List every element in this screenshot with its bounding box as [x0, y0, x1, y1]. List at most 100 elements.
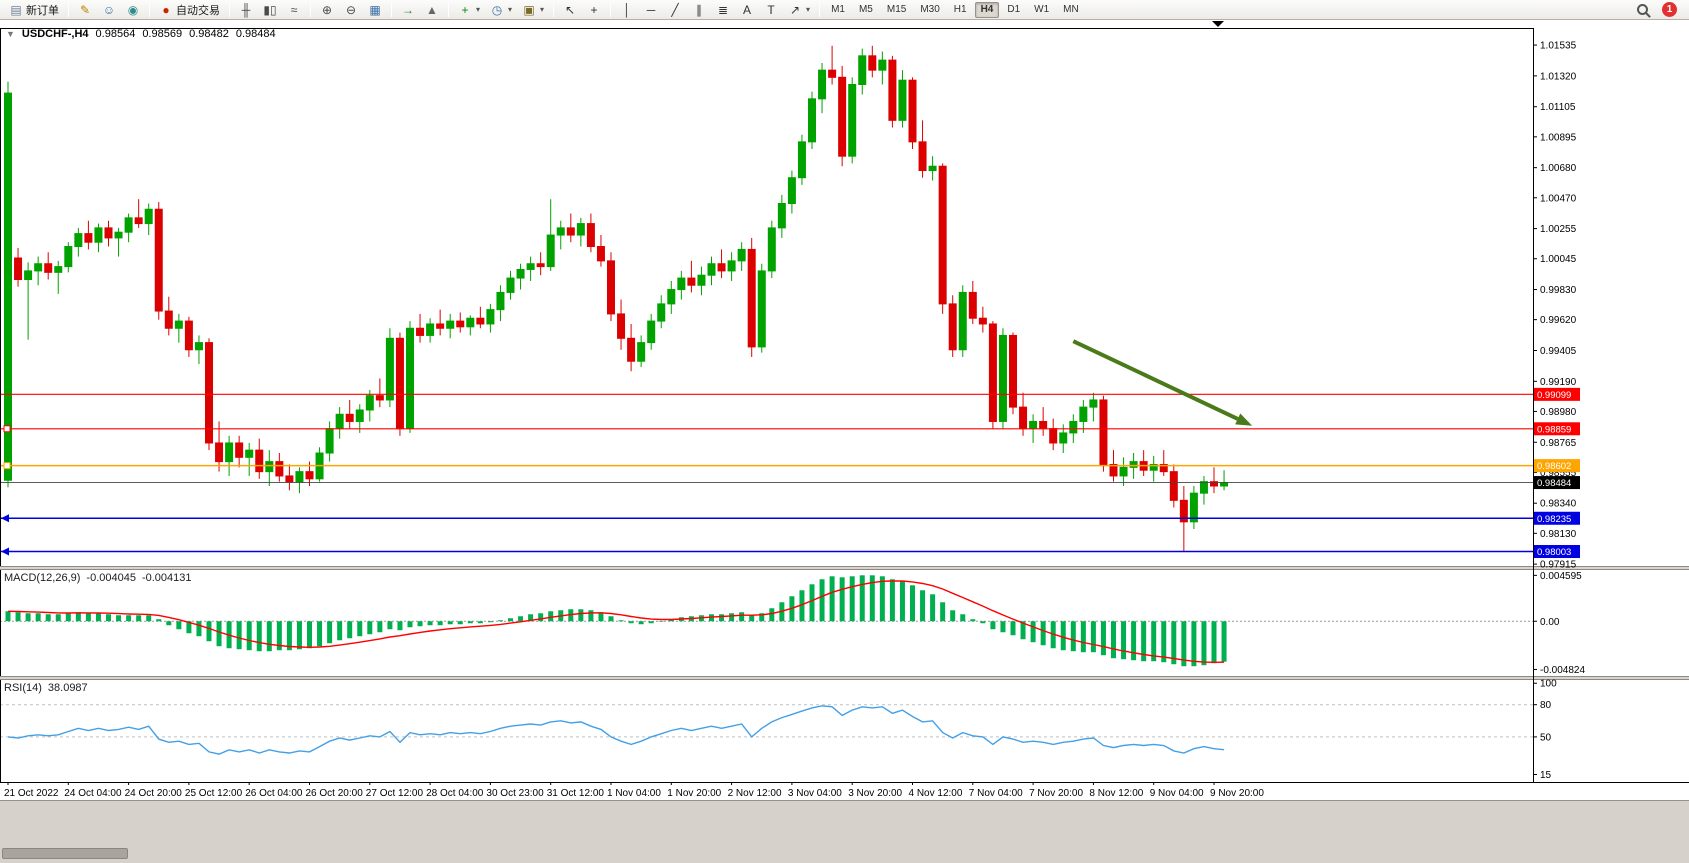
- arrows-icon[interactable]: ↗ ▾: [783, 1, 815, 19]
- timeframe-button-mn[interactable]: MN: [1063, 4, 1079, 15]
- svg-text:0.97915: 0.97915: [1540, 560, 1577, 571]
- chart-shift-icon[interactable]: ▲: [420, 1, 444, 19]
- bar-chart-icon[interactable]: ╫: [234, 1, 258, 19]
- svg-text:30 Oct 23:00: 30 Oct 23:00: [486, 788, 544, 799]
- svg-text:26 Oct 04:00: 26 Oct 04:00: [245, 788, 303, 799]
- zoom-in-icon[interactable]: ⊕: [315, 1, 339, 19]
- dropdown-caret-icon: ▾: [806, 5, 811, 14]
- macd-signal-value: -0.004131: [141, 572, 192, 584]
- autotrading-button[interactable]: ● 自动交易: [154, 1, 225, 19]
- notification-badge[interactable]: 1: [1662, 2, 1677, 17]
- macd-indicator-label: MACD(12,26,9) -0.004045 -0.004131: [4, 572, 192, 584]
- ohlc-low: 0.98482: [189, 28, 229, 40]
- horizontal-line-icon[interactable]: ─: [639, 1, 663, 19]
- timeframe-button-m1[interactable]: M1: [831, 4, 845, 15]
- svg-text:9 Nov 04:00: 9 Nov 04:00: [1150, 788, 1204, 799]
- timeframe-button-h1[interactable]: H1: [953, 4, 967, 15]
- time-axis[interactable]: 21 Oct 2022 24 Oct 04:00 24 Oct 20:00 25 Oc…: [4, 782, 1264, 799]
- toolbar-separator: [553, 2, 555, 17]
- metaeditor-icon[interactable]: ✎: [73, 1, 97, 19]
- svg-text:3 Nov 04:00: 3 Nov 04:00: [788, 788, 842, 799]
- candlestick-chart-icon[interactable]: ▮▯: [258, 1, 282, 19]
- cursor-icon[interactable]: ↖: [558, 1, 582, 19]
- svg-text:0.98980: 0.98980: [1540, 407, 1577, 418]
- svg-text:1.00255: 1.00255: [1540, 224, 1577, 235]
- toolbar-separator: [68, 2, 69, 17]
- toolbar-separator: [229, 2, 230, 17]
- new-order-button[interactable]: ▤ 新订单: [4, 1, 64, 19]
- channel-icon: ∥: [696, 2, 703, 17]
- toolbar-right-group: 1: [1637, 2, 1677, 17]
- vertical-line-icon[interactable]: │: [615, 1, 639, 19]
- label-icon[interactable]: T: [759, 1, 783, 19]
- templates-icon[interactable]: ▣ ▾: [517, 1, 549, 19]
- horizontal-scrollbar[interactable]: [2, 848, 128, 859]
- line-marker-0.98235[interactable]: [1, 514, 9, 523]
- svg-text:0.99830: 0.99830: [1540, 285, 1577, 296]
- price-axis[interactable]: 1.01535 1.01320 1.01105 1.00895 1.00680 1.004…: [1533, 41, 1585, 781]
- tile-windows-icon[interactable]: ▦: [363, 1, 387, 19]
- price-tag-0.98859: [1534, 422, 1580, 436]
- svg-text:26 Oct 20:00: 26 Oct 20:00: [306, 788, 364, 799]
- svg-text:0.99620: 0.99620: [1540, 315, 1577, 326]
- toolbar-separator: [149, 2, 150, 17]
- svg-text:1.00470: 1.00470: [1540, 193, 1577, 204]
- svg-text:28 Oct 04:00: 28 Oct 04:00: [426, 788, 484, 799]
- search-icon[interactable]: [1637, 4, 1648, 15]
- svg-text:0.98340: 0.98340: [1540, 499, 1577, 510]
- svg-text:24 Oct 20:00: 24 Oct 20:00: [125, 788, 183, 799]
- svg-text:50: 50: [1540, 732, 1552, 743]
- svg-text:0.98765: 0.98765: [1540, 438, 1577, 449]
- svg-text:0.99099: 0.99099: [1537, 390, 1571, 401]
- timeframe-button-d1[interactable]: D1: [1007, 4, 1021, 15]
- svg-text:1.01535: 1.01535: [1540, 41, 1577, 52]
- line-handle-0.98859[interactable]: [3, 425, 11, 433]
- svg-text:1.00895: 1.00895: [1540, 132, 1577, 143]
- one-click-trading-toggle[interactable]: ▼: [6, 29, 15, 39]
- timeframe-button-m15[interactable]: M15: [886, 4, 907, 15]
- timeframe-button-m30[interactable]: M30: [920, 4, 940, 15]
- indicators-icon[interactable]: + ▾: [453, 1, 485, 19]
- timeframe-button-h4[interactable]: H4: [974, 1, 1000, 18]
- community-icon[interactable]: ◉: [121, 1, 145, 19]
- toolbar-separator: [819, 2, 821, 17]
- profile-icon[interactable]: ☺: [97, 1, 121, 19]
- text-icon[interactable]: A: [735, 1, 759, 19]
- zoom-out-icon[interactable]: ⊖: [339, 1, 363, 19]
- svg-text:9 Nov 20:00: 9 Nov 20:00: [1210, 788, 1264, 799]
- rsi-value: 38.0987: [47, 682, 88, 694]
- tile-windows-icon: ▦: [369, 2, 381, 17]
- rsi-indicator-label: RSI(14) 38.0987: [4, 682, 88, 694]
- toolbar-separator: [610, 2, 612, 17]
- chart-canvas[interactable]: 1.01535 1.01320 1.01105 1.00895 1.00680 1.004…: [0, 20, 1689, 800]
- downtrend-arrow-annotation[interactable]: [1072, 339, 1253, 426]
- line-handle-0.98602[interactable]: [3, 462, 11, 470]
- svg-text:8 Nov 12:00: 8 Nov 12:00: [1089, 788, 1143, 799]
- auto-scroll-icon[interactable]: →: [396, 1, 420, 19]
- dropdown-caret-icon: ▾: [476, 5, 481, 14]
- status-area: [0, 800, 1689, 863]
- svg-text:-0.004824: -0.004824: [1540, 665, 1585, 676]
- chart-shift-marker[interactable]: [1212, 21, 1224, 27]
- channel-icon[interactable]: ∥: [687, 1, 711, 19]
- text-icon: A: [743, 2, 752, 17]
- fibonacci-icon[interactable]: ≣: [711, 1, 735, 19]
- line-marker-0.98003[interactable]: [1, 547, 9, 556]
- svg-text:0.98602: 0.98602: [1537, 461, 1571, 472]
- order-ticket-icon: ▤: [10, 2, 22, 17]
- svg-text:0.98130: 0.98130: [1540, 529, 1577, 540]
- crosshair-icon[interactable]: +: [582, 1, 606, 19]
- ohlc-high: 0.98569: [142, 28, 183, 40]
- trendline-icon[interactable]: ╱: [663, 1, 687, 19]
- main-toolbar: ▤ 新订单 ✎ ☺ ◉ ● 自动交易 ╫ ▮▯ ≈ ⊕ ⊖ ▦ → ▲ + ▾ ◷ ▾ ▣ ▾ ↖ + │ ─ ╱ ∥ ≣ A T ↗ ▾ M1…: [0, 0, 1689, 20]
- metaeditor-icon: ✎: [79, 2, 91, 17]
- timeframe-button-m5[interactable]: M5: [858, 4, 873, 15]
- profile-icon: ☺: [102, 2, 116, 17]
- line-chart-icon[interactable]: ≈: [282, 1, 306, 19]
- candles-layer: [4, 45, 1229, 552]
- timeframe-button-w1[interactable]: W1: [1034, 4, 1050, 15]
- periods-icon[interactable]: ◷ ▾: [485, 1, 517, 19]
- new-order-button-label: 新订单: [26, 4, 59, 17]
- price-tag-0.98602: [1534, 459, 1580, 473]
